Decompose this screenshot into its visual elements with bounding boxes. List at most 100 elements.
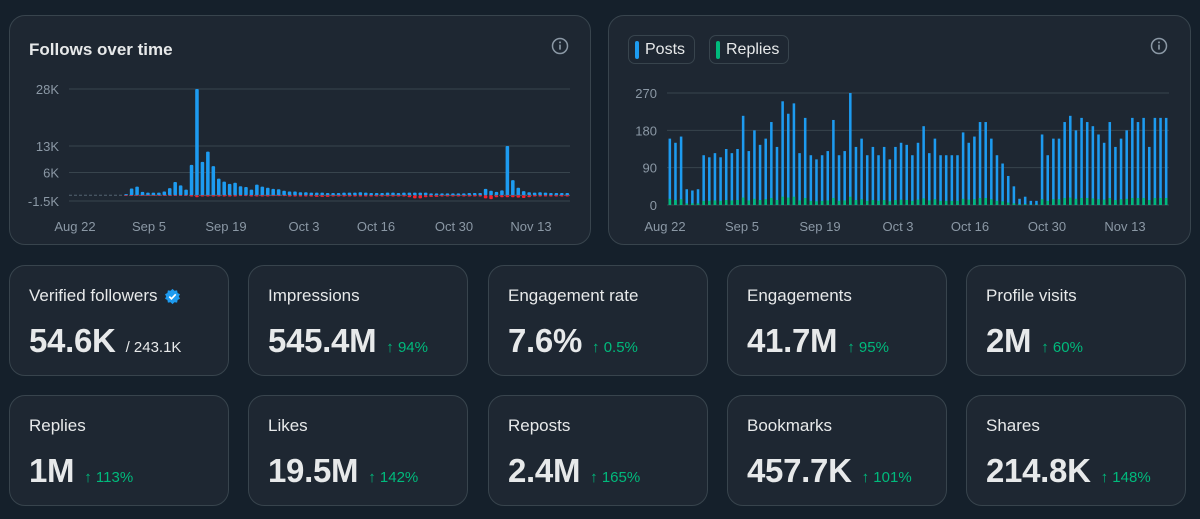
- loss-bar[interactable]: [271, 195, 275, 197]
- info-icon[interactable]: [1150, 37, 1168, 55]
- posts-bar[interactable]: [736, 149, 739, 205]
- gain-bar[interactable]: [538, 192, 542, 196]
- gain-bar[interactable]: [505, 145, 510, 196]
- loss-bar[interactable]: [380, 195, 384, 197]
- posts-bar[interactable]: [685, 189, 689, 205]
- replies-bar[interactable]: [1125, 198, 1128, 205]
- posts-bar[interactable]: [792, 103, 796, 205]
- posts-bar[interactable]: [1085, 122, 1089, 205]
- posts-bar[interactable]: [973, 136, 976, 205]
- replies-bar[interactable]: [916, 199, 920, 205]
- replies-bar[interactable]: [741, 197, 745, 205]
- replies-bar[interactable]: [724, 200, 728, 205]
- gain-bar[interactable]: [560, 193, 564, 196]
- gain-bar[interactable]: [489, 190, 493, 196]
- loss-bar[interactable]: [216, 195, 221, 197]
- posts-bar[interactable]: [764, 138, 767, 205]
- posts-bar[interactable]: [730, 153, 734, 205]
- loss-bar[interactable]: [434, 195, 439, 197]
- gain-bar[interactable]: [325, 193, 330, 196]
- gain-bar[interactable]: [206, 151, 210, 196]
- gain-bar[interactable]: [494, 191, 499, 196]
- posts-bar[interactable]: [770, 122, 773, 205]
- posts-bar[interactable]: [967, 142, 971, 205]
- posts-bar[interactable]: [1114, 146, 1117, 205]
- legend-posts[interactable]: Posts: [628, 35, 696, 64]
- replies-bar[interactable]: [832, 197, 835, 205]
- loss-bar[interactable]: [494, 195, 499, 198]
- gain-bar[interactable]: [353, 192, 357, 196]
- loss-bar[interactable]: [549, 195, 553, 197]
- loss-bar[interactable]: [489, 195, 493, 200]
- loss-bar[interactable]: [184, 195, 188, 196]
- posts-bar[interactable]: [1108, 122, 1112, 205]
- posts-bar[interactable]: [1119, 138, 1123, 205]
- loss-bar[interactable]: [140, 195, 145, 196]
- replies-bar[interactable]: [792, 196, 796, 205]
- posts-bar[interactable]: [1159, 117, 1162, 205]
- loss-bar[interactable]: [342, 195, 346, 197]
- gain-bar[interactable]: [358, 192, 363, 196]
- posts-bar[interactable]: [995, 155, 999, 205]
- loss-bar[interactable]: [260, 195, 265, 197]
- gain-bar[interactable]: [146, 192, 150, 196]
- posts-bar[interactable]: [922, 126, 925, 205]
- replies-bar[interactable]: [708, 200, 711, 205]
- metric-card[interactable]: Likes 19.5M ↑ 142%: [248, 395, 468, 506]
- replies-bar[interactable]: [843, 200, 846, 205]
- gain-bar[interactable]: [211, 166, 216, 196]
- replies-bar[interactable]: [961, 198, 965, 205]
- replies-bar[interactable]: [770, 197, 773, 205]
- gain-bar[interactable]: [167, 188, 172, 196]
- posts-bar[interactable]: [741, 115, 745, 205]
- replies-bar[interactable]: [1147, 200, 1151, 205]
- gain-bar[interactable]: [511, 180, 515, 196]
- gain-bar[interactable]: [178, 185, 183, 196]
- posts-bar[interactable]: [899, 142, 903, 205]
- metric-card[interactable]: Verified followers 54.6K / 243.1K: [9, 265, 229, 376]
- loss-bar[interactable]: [200, 195, 205, 197]
- posts-bar[interactable]: [849, 93, 852, 205]
- gain-bar[interactable]: [456, 193, 461, 196]
- gain-bar[interactable]: [521, 191, 526, 196]
- posts-bar[interactable]: [747, 151, 751, 205]
- replies-bar[interactable]: [803, 197, 807, 205]
- replies-bar[interactable]: [1142, 197, 1145, 205]
- replies-bar[interactable]: [1136, 197, 1140, 205]
- loss-bar[interactable]: [189, 195, 194, 197]
- replies-bar[interactable]: [809, 200, 813, 205]
- loss-bar[interactable]: [467, 195, 472, 197]
- gain-bar[interactable]: [391, 192, 395, 196]
- metric-card[interactable]: Shares 214.8K ↑ 148%: [966, 395, 1186, 506]
- posts-bar[interactable]: [928, 153, 931, 205]
- loss-bar[interactable]: [511, 195, 515, 198]
- replies-bar[interactable]: [854, 200, 858, 205]
- gain-bar[interactable]: [527, 192, 531, 196]
- gain-bar[interactable]: [135, 186, 139, 196]
- loss-bar[interactable]: [402, 195, 406, 197]
- gain-bar[interactable]: [440, 193, 444, 196]
- replies-bar[interactable]: [674, 200, 677, 205]
- loss-bar[interactable]: [238, 195, 243, 197]
- replies-bar[interactable]: [826, 200, 830, 205]
- gain-bar[interactable]: [238, 186, 243, 196]
- replies-bar[interactable]: [668, 198, 672, 205]
- gain-bar[interactable]: [434, 193, 439, 196]
- posts-bar[interactable]: [1018, 198, 1021, 205]
- loss-bar[interactable]: [527, 195, 531, 198]
- replies-bar[interactable]: [922, 198, 925, 205]
- loss-bar[interactable]: [554, 195, 559, 197]
- replies-bar[interactable]: [978, 197, 982, 205]
- loss-bar[interactable]: [445, 195, 450, 197]
- loss-bar[interactable]: [255, 195, 259, 197]
- gain-bar[interactable]: [565, 193, 570, 196]
- posts-bar[interactable]: [944, 155, 948, 205]
- loss-bar[interactable]: [532, 195, 537, 197]
- loss-bar[interactable]: [135, 195, 139, 196]
- gain-bar[interactable]: [162, 191, 167, 196]
- loss-bar[interactable]: [538, 195, 542, 197]
- loss-bar[interactable]: [364, 195, 368, 197]
- loss-bar[interactable]: [320, 195, 324, 197]
- replies-bar[interactable]: [1091, 198, 1095, 205]
- replies-bar[interactable]: [1074, 198, 1078, 205]
